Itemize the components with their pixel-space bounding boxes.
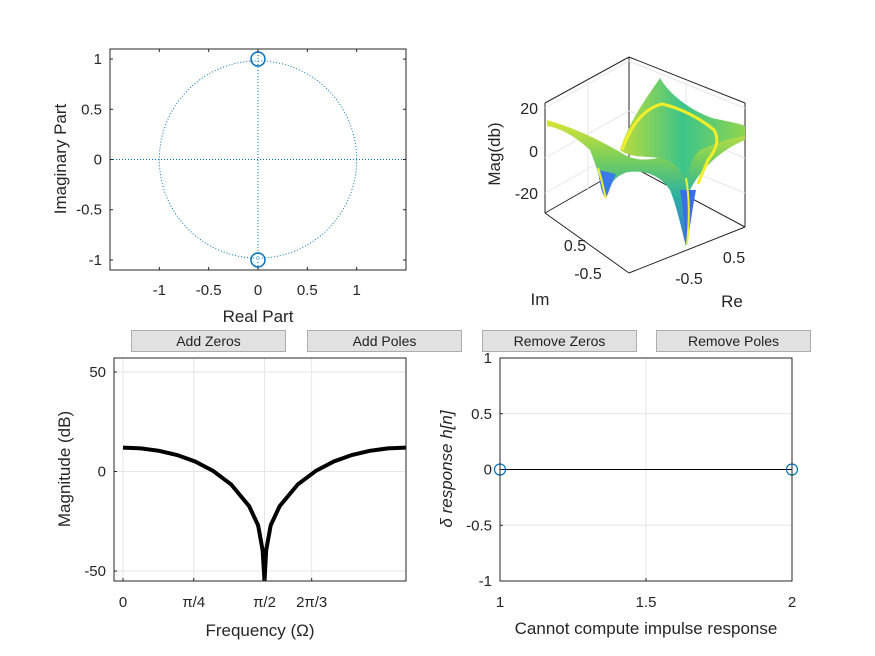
impulse-ytick-label: -0.5 bbox=[466, 517, 492, 534]
impulse-xtick-label: 1.5 bbox=[636, 594, 657, 611]
impulse-ylabel: δ response h[n] bbox=[437, 409, 456, 527]
surface-ztick-label: -20 bbox=[515, 186, 538, 203]
impulse-response-plot: 1 1.5 2 -1-0.500.51 Cannot compute impulse… bbox=[437, 350, 799, 638]
pz-xtick-label: 0 bbox=[254, 282, 262, 299]
surface-xlabel: Re bbox=[721, 292, 743, 311]
surface-im-tick-1: -0.5 bbox=[574, 266, 602, 283]
mag-xtick-label: 0 bbox=[119, 594, 127, 611]
pz-ytick-label: 1 bbox=[94, 51, 102, 68]
impulse-ylabel-text: δ response h[n] bbox=[437, 409, 456, 527]
surface-z-ticks: -20 0 20 bbox=[515, 101, 538, 203]
surface-ztick-label: 0 bbox=[529, 144, 538, 161]
pz-xtick-label: -1 bbox=[153, 282, 166, 299]
pz-x-ticks: -1 -0.5 0 0.5 1 bbox=[153, 49, 361, 299]
add-poles-button[interactable]: Add Poles bbox=[307, 330, 462, 352]
impulse-ytick-label: 1 bbox=[484, 350, 492, 367]
impulse-y-ticks: -1 -0.5 0 0.5 1 bbox=[466, 350, 503, 590]
magnitude-surface-plot: -20 0 20 0.5 -0.5 -0.5 0.5 Im Re Mag(db) bbox=[485, 56, 746, 311]
mag-ylabel: Magnitude (dB) bbox=[55, 411, 74, 527]
surface-re-tick-1: 0.5 bbox=[723, 250, 745, 267]
pz-xtick-label: 0.5 bbox=[297, 282, 318, 299]
surface-zlabel: Mag(db) bbox=[485, 122, 504, 185]
impulse-ytick-label: 0 bbox=[484, 462, 492, 479]
impulse-xtick-label: 1 bbox=[496, 594, 504, 611]
mag-ytick-label: -50 bbox=[84, 563, 106, 580]
zero-marker bbox=[250, 51, 266, 67]
pz-ytick-label: -0.5 bbox=[76, 202, 102, 219]
pz-xtick-label: 1 bbox=[352, 282, 360, 299]
pz-ylabel: Imaginary Part bbox=[51, 103, 70, 214]
mag-xtick-label: π/2 bbox=[253, 594, 276, 611]
pz-unit-circle-layer bbox=[110, 49, 406, 270]
pz-ytick-label: 0 bbox=[94, 152, 102, 169]
magnitude-response-plot: 0 π/4 π/2 2π/3 -50 0 50 Frequency (Ω) Magnitu… bbox=[55, 357, 407, 640]
remove-zeros-button[interactable]: Remove Zeros bbox=[482, 330, 637, 352]
impulse-ytick-label: -1 bbox=[479, 573, 492, 590]
impulse-xlabel: Cannot compute impulse response bbox=[515, 619, 778, 638]
mag-x-ticks: 0 π/4 π/2 2π/3 bbox=[119, 578, 327, 611]
pz-ytick-label: 0.5 bbox=[81, 101, 102, 118]
pz-xtick-label: -0.5 bbox=[196, 282, 222, 299]
pz-zero-markers bbox=[250, 51, 266, 268]
pz-y-ticks: -1 -0.5 0 0.5 1 bbox=[76, 51, 406, 269]
surface-re-tick-0: -0.5 bbox=[675, 271, 703, 288]
impulse-x-ticks: 1 1.5 2 bbox=[496, 578, 796, 611]
surface-ylabel: Im bbox=[531, 290, 550, 309]
mag-axes-box bbox=[113, 357, 407, 582]
pole-zero-plot: -1 -0.5 0 0.5 1 -1 -0.5 0 0.5 1 Real Part Imagin… bbox=[51, 48, 407, 326]
add-zeros-button[interactable]: Add Zeros bbox=[131, 330, 286, 352]
mag-y-ticks: -50 0 50 bbox=[84, 364, 117, 580]
mag-grid bbox=[114, 358, 406, 581]
mag-ytick-label: 0 bbox=[98, 463, 106, 480]
impulse-xtick-label: 2 bbox=[788, 594, 796, 611]
impulse-ytick-label: 0.5 bbox=[471, 406, 492, 423]
remove-poles-button[interactable]: Remove Poles bbox=[656, 330, 811, 352]
mag-xtick-label: 2π/3 bbox=[296, 594, 327, 611]
mag-xtick-label: π/4 bbox=[182, 594, 205, 611]
surface-mesh bbox=[547, 78, 745, 246]
pz-xlabel: Real Part bbox=[223, 307, 294, 326]
mag-xlabel: Frequency (Ω) bbox=[205, 621, 314, 640]
pz-ytick-label: -1 bbox=[89, 252, 102, 269]
mag-plot-area bbox=[114, 358, 406, 581]
zero-marker bbox=[250, 252, 266, 268]
mag-ytick-label: 50 bbox=[89, 364, 106, 381]
surface-im-tick-0: 0.5 bbox=[564, 238, 586, 255]
surface-ztick-label: 20 bbox=[520, 101, 538, 118]
